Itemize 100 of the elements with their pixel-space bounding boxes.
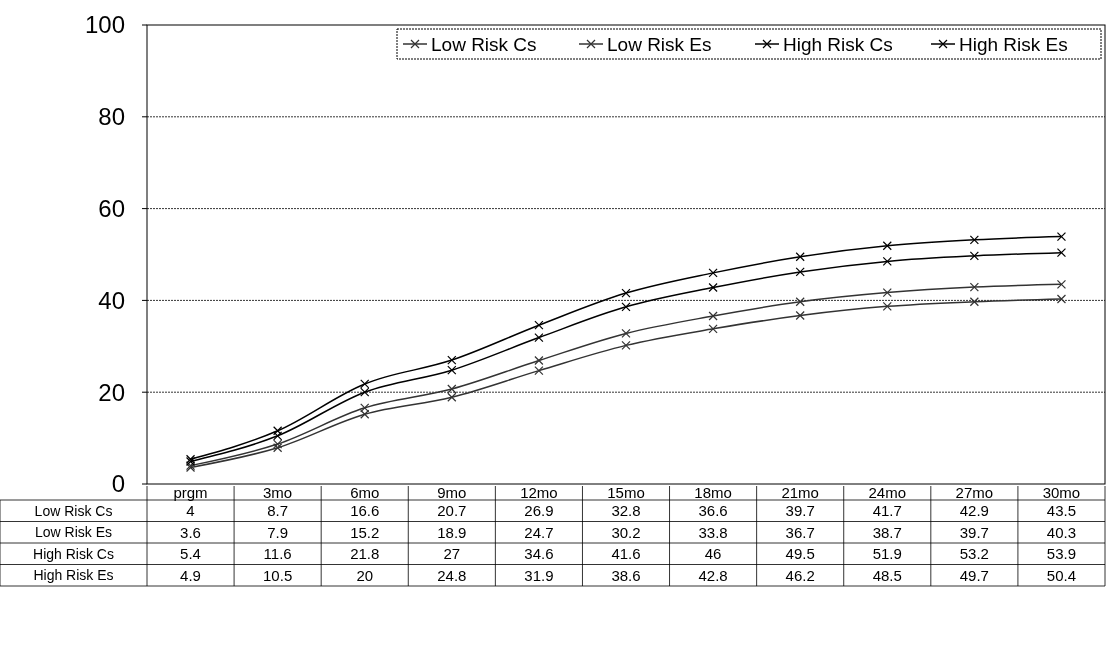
point bbox=[360, 409, 370, 419]
data-label: 31.9 bbox=[524, 566, 554, 584]
data-label: 20 bbox=[356, 566, 374, 584]
data-label: 39.7 bbox=[959, 523, 989, 541]
data-label: 49.7 bbox=[959, 566, 989, 584]
x-tick-label: 24mo bbox=[868, 484, 907, 501]
x-tick-label: 27mo bbox=[955, 484, 994, 501]
point bbox=[708, 324, 718, 334]
point bbox=[882, 288, 892, 298]
y-tick-label: 60 bbox=[98, 195, 125, 222]
data-label: 21.8 bbox=[350, 545, 380, 562]
text: High Risk Es bbox=[33, 567, 114, 584]
point bbox=[1056, 232, 1067, 242]
data-label: 46.2 bbox=[785, 566, 815, 584]
legend-label: Low Risk Es bbox=[607, 33, 712, 55]
data-label: 41.7 bbox=[872, 502, 902, 519]
point bbox=[708, 282, 718, 293]
data-label: 36.7 bbox=[785, 523, 815, 541]
data-label: 18.9 bbox=[437, 523, 467, 541]
point bbox=[273, 439, 283, 449]
data-label: 24.7 bbox=[524, 523, 554, 541]
data-label: 36.6 bbox=[698, 502, 728, 519]
x-tick-label: 9mo bbox=[437, 484, 467, 501]
data-label: 38.7 bbox=[872, 523, 902, 541]
x-tick-label: 12mo bbox=[520, 484, 558, 501]
data-label: 10.5 bbox=[263, 566, 293, 584]
point bbox=[1056, 294, 1067, 304]
data-label: 11.6 bbox=[263, 545, 292, 562]
point bbox=[882, 256, 892, 266]
point bbox=[708, 268, 718, 278]
point bbox=[1056, 279, 1067, 289]
x-tick-label: 3mo bbox=[263, 484, 293, 501]
text: Low Risk Es bbox=[34, 524, 113, 541]
data-label: 20.7 bbox=[437, 502, 467, 519]
data-label: 33.8 bbox=[698, 523, 728, 541]
point bbox=[795, 267, 805, 277]
x-tick-label: 30mo bbox=[1042, 484, 1081, 501]
x-tick-label: 6mo bbox=[350, 484, 380, 501]
data-label: 46 bbox=[704, 545, 722, 562]
data-label: 38.6 bbox=[611, 566, 641, 584]
point bbox=[534, 332, 544, 343]
point bbox=[882, 241, 892, 251]
data-label: 16.6 bbox=[350, 502, 380, 519]
point bbox=[360, 403, 370, 413]
x-tick-label: 18mo bbox=[694, 484, 732, 501]
y-tick-label: 0 bbox=[111, 470, 125, 498]
point bbox=[447, 365, 457, 375]
data-label: 43.5 bbox=[1046, 502, 1077, 519]
point bbox=[621, 288, 631, 298]
data-label: 51.9 bbox=[872, 545, 902, 562]
point bbox=[969, 235, 979, 245]
data-label: 30.2 bbox=[611, 523, 641, 541]
point bbox=[795, 252, 805, 262]
data-label: 26.9 bbox=[524, 502, 554, 519]
point bbox=[969, 282, 979, 292]
point bbox=[534, 355, 544, 366]
data-label: 34.6 bbox=[524, 545, 554, 562]
data-label: 32.8 bbox=[611, 502, 641, 519]
data-label: 4.9 bbox=[180, 566, 201, 584]
point bbox=[273, 443, 283, 453]
text: High Risk Cs bbox=[33, 545, 114, 562]
data-label: 24.8 bbox=[437, 566, 467, 584]
point bbox=[708, 311, 718, 321]
data-label: 50.4 bbox=[1046, 566, 1077, 584]
data-label: 53.2 bbox=[959, 545, 989, 562]
data-label: 8.7 bbox=[267, 502, 289, 519]
point bbox=[969, 297, 979, 307]
y-tick-label: 100 bbox=[84, 11, 125, 39]
y-tick-label: 80 bbox=[98, 103, 125, 131]
point bbox=[882, 301, 892, 311]
point bbox=[534, 366, 544, 376]
point bbox=[534, 320, 544, 330]
data-label: 7.9 bbox=[267, 523, 289, 541]
data-label: 27 bbox=[443, 545, 461, 562]
point bbox=[447, 355, 457, 365]
data-label: 42.9 bbox=[959, 502, 989, 519]
x-tick-label: 15mo bbox=[607, 484, 645, 501]
point bbox=[621, 328, 631, 339]
point bbox=[969, 251, 979, 261]
text: Low Risk Cs bbox=[34, 502, 113, 519]
data-label: 53.9 bbox=[1046, 545, 1077, 562]
y-tick-label: 20 bbox=[98, 378, 125, 406]
legend-label: Low Risk Cs bbox=[431, 33, 537, 55]
point bbox=[795, 297, 805, 307]
point bbox=[273, 426, 283, 436]
legend-label: High Risk Cs bbox=[783, 33, 893, 55]
data-label: 49.5 bbox=[785, 545, 815, 562]
data-label: 48.5 bbox=[872, 566, 902, 584]
point bbox=[621, 340, 631, 350]
legend-label: High Risk Es bbox=[959, 33, 1068, 55]
data-label: 4 bbox=[186, 502, 195, 519]
point bbox=[621, 302, 631, 312]
point bbox=[1056, 248, 1067, 258]
data-label: 41.6 bbox=[611, 545, 641, 562]
data-label: 42.8 bbox=[698, 566, 728, 584]
y-tick-label: 40 bbox=[98, 286, 125, 314]
point bbox=[360, 379, 370, 389]
data-label: 5.4 bbox=[180, 545, 201, 562]
point bbox=[360, 387, 370, 397]
point bbox=[447, 392, 457, 402]
